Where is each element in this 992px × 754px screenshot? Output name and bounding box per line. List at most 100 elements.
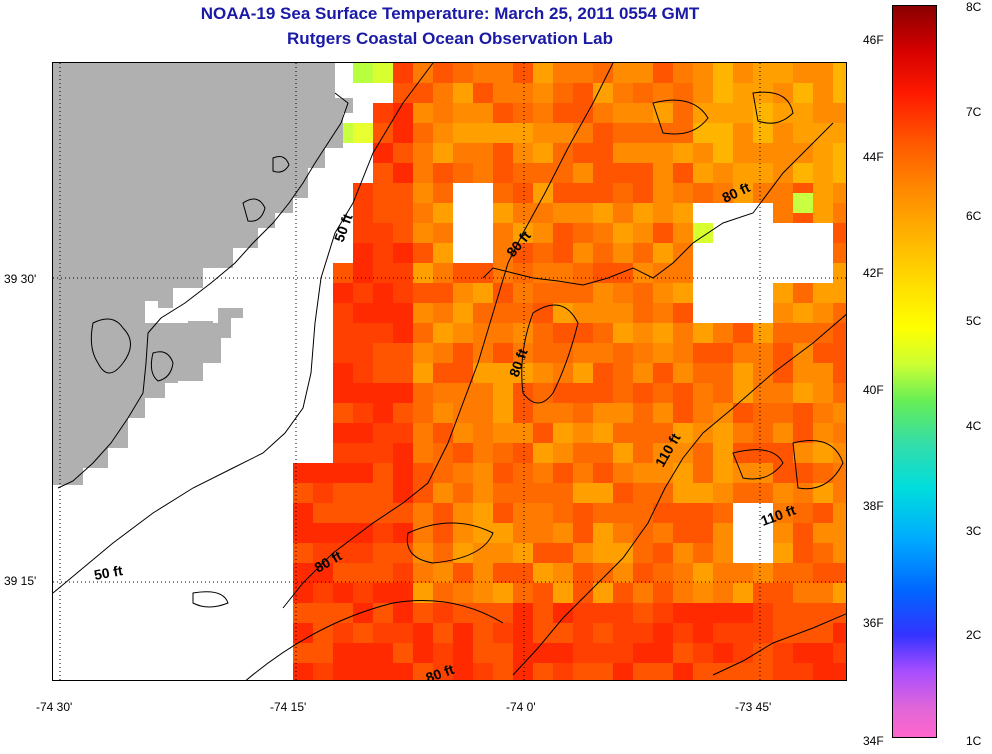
sst-cell <box>693 343 713 363</box>
sst-cell <box>733 103 753 123</box>
sst-cell <box>793 643 813 663</box>
sst-cell <box>673 303 693 323</box>
colorbar-label-c: 1C <box>966 734 982 748</box>
sst-cell <box>753 363 773 383</box>
sst-cell <box>533 203 553 223</box>
sst-cell <box>433 603 453 623</box>
colorbar-label-c: 8C <box>966 0 982 14</box>
sst-cell <box>653 323 673 343</box>
sst-cell <box>733 483 753 503</box>
sst-cell <box>313 603 333 623</box>
sst-cell <box>613 143 633 163</box>
sst-cell <box>613 563 633 583</box>
sst-cell <box>833 363 846 383</box>
sst-cell <box>713 463 733 483</box>
sst-cell <box>693 83 713 103</box>
coastline-marsh <box>272 156 290 173</box>
sst-cell <box>413 423 433 443</box>
sst-cell <box>393 223 413 243</box>
sst-cell <box>533 423 553 443</box>
sst-cell <box>333 523 353 543</box>
sst-cell <box>293 663 313 680</box>
sst-cell <box>773 563 793 583</box>
sst-cell <box>633 83 653 103</box>
sst-cell <box>633 323 653 343</box>
sst-cell <box>573 463 593 483</box>
sst-cell <box>713 563 733 583</box>
sst-cell <box>593 323 613 343</box>
sst-cell <box>313 643 333 663</box>
sst-cell <box>353 643 373 663</box>
sst-cell <box>833 203 846 223</box>
contour-80ft-north <box>482 122 834 286</box>
sst-cell <box>433 123 453 143</box>
sst-cell <box>653 243 673 263</box>
sst-cell <box>393 623 413 643</box>
sst-cell <box>613 523 633 543</box>
sst-cell <box>633 403 653 423</box>
sst-cell <box>513 363 533 383</box>
sst-cell <box>633 523 653 543</box>
sst-cell <box>353 463 373 483</box>
sst-cell <box>433 263 453 283</box>
sst-cell <box>453 463 473 483</box>
sst-cell <box>533 543 553 563</box>
sst-cell <box>733 643 753 663</box>
sst-cell <box>573 603 593 623</box>
sst-cell <box>673 323 693 343</box>
sst-cell <box>453 503 473 523</box>
sst-cell <box>513 663 533 680</box>
sst-cell <box>633 563 653 583</box>
sst-cell <box>633 663 653 680</box>
sst-cell <box>473 123 493 143</box>
sst-cell <box>753 323 773 343</box>
sst-cell <box>493 643 513 663</box>
sst-cell <box>653 143 673 163</box>
sst-cell <box>813 103 833 123</box>
sst-cell <box>393 203 413 223</box>
sst-cell <box>633 503 653 523</box>
sst-cell <box>593 343 613 363</box>
sst-cell <box>593 463 613 483</box>
sst-cell <box>813 183 833 203</box>
sst-cell <box>433 663 453 680</box>
sst-cell <box>733 83 753 103</box>
sst-cell <box>833 183 846 203</box>
sst-cell <box>693 523 713 543</box>
sst-cell <box>513 623 533 643</box>
sst-cell <box>373 303 393 323</box>
colorbar-label-c: 2C <box>966 628 982 642</box>
sst-cell <box>533 283 553 303</box>
sst-cell <box>613 343 633 363</box>
sst-cell <box>513 643 533 663</box>
sst-cell <box>293 643 313 663</box>
sst-cell <box>513 123 533 143</box>
sst-cell <box>373 103 393 123</box>
sst-cell <box>573 423 593 443</box>
sst-cell <box>453 303 473 323</box>
sst-cell <box>513 483 533 503</box>
sst-cell <box>613 323 633 343</box>
sst-cell <box>773 543 793 563</box>
sst-cell <box>713 623 733 643</box>
sst-cell <box>473 523 493 543</box>
sst-cell <box>813 83 833 103</box>
sst-cell <box>453 603 473 623</box>
sst-cell <box>393 83 413 103</box>
sst-cell <box>753 123 773 143</box>
sst-cell <box>513 423 533 443</box>
sst-cell <box>733 323 753 343</box>
sst-cell <box>573 643 593 663</box>
sst-cell <box>293 483 313 503</box>
sst-cell <box>773 323 793 343</box>
sst-cell <box>833 663 846 680</box>
sst-cell <box>553 123 573 143</box>
sst-cell <box>813 163 833 183</box>
sst-cell <box>353 523 373 543</box>
sst-cell <box>613 463 633 483</box>
sst-cell <box>573 163 593 183</box>
sst-cell <box>693 483 713 503</box>
sst-cell <box>393 383 413 403</box>
sst-cell <box>833 483 846 503</box>
sst-cell <box>733 123 753 143</box>
